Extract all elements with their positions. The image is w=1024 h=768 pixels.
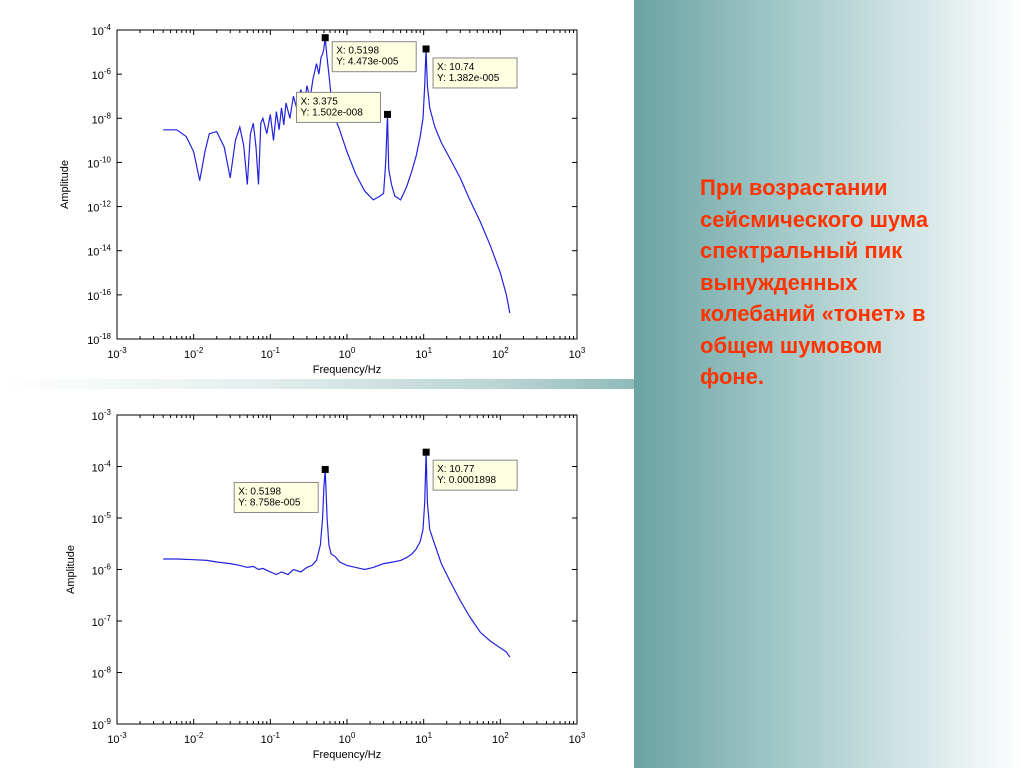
y-tick-label: 10-18 <box>87 332 111 347</box>
datatip-box <box>233 481 319 513</box>
caption-line: При возрастании <box>700 175 888 200</box>
datatip-text: X: 0.5198 <box>336 46 379 57</box>
datatip-marker <box>422 45 430 53</box>
x-tick-label: 10-2 <box>184 346 204 361</box>
datatip-marker <box>422 448 430 456</box>
spectrum-chart-top: 10-3 10-2 10-1 100 101 102 103 10-4 10-6 10-8 10-1… <box>59 23 586 376</box>
caption-line: общем шумовом <box>700 332 883 358</box>
spectrum-line <box>163 37 511 314</box>
y-tick-label: 10-6 <box>92 563 112 578</box>
x-tick-label: 10-2 <box>184 731 204 746</box>
spectrum-chart-bottom: 10-3 10-2 10-1 100 101 102 103 10-3 10-4 10-5 10-6… <box>65 408 586 761</box>
datatip-box <box>432 57 518 89</box>
datatip-text: Y: 1.382e-005 <box>437 73 500 84</box>
y-tick-label: 10-4 <box>92 23 112 38</box>
caption-line: фоне. <box>700 364 765 389</box>
spectrum-line <box>163 452 511 658</box>
datatip-marker <box>321 34 329 42</box>
y-tick-label: 10-3 <box>92 408 112 423</box>
y-tick-label: 10-8 <box>92 111 112 126</box>
datatip-text: Y: 0.0001898 <box>437 475 496 486</box>
y-tick-label: 10-10 <box>87 155 111 170</box>
y-tick-label: 10-7 <box>92 614 112 629</box>
datatip-text: Y: 8.758e-005 <box>238 497 301 508</box>
y-tick-label: 10-4 <box>92 460 112 475</box>
x-tick-label: 101 <box>415 346 432 361</box>
y-tick-label: 10-14 <box>87 244 111 259</box>
x-tick-label: 100 <box>339 346 356 361</box>
caption-line: спектральный пик <box>700 238 903 263</box>
caption-line: сейсмического шума <box>700 206 929 232</box>
y-tick-label: 10-9 <box>92 717 112 732</box>
right-gradient-panel <box>634 0 1024 768</box>
datatip-text: X: 0.5198 <box>238 486 281 497</box>
datatip-marker <box>384 110 392 118</box>
x-tick-label: 10-1 <box>261 346 281 361</box>
datatip-text: Y: 4.473e-005 <box>336 57 399 68</box>
caption-line: колебаний «тонет» в <box>700 301 926 326</box>
y-tick-label: 10-16 <box>87 288 111 303</box>
y-axis-label: Amplitude <box>59 160 71 209</box>
x-tick-label: 103 <box>569 731 586 746</box>
x-tick-label: 102 <box>492 346 509 361</box>
x-axis-label: Frequency/Hz <box>313 749 381 761</box>
x-tick-label: 101 <box>415 731 432 746</box>
y-tick-label: 10-12 <box>87 200 111 215</box>
datatip-box <box>331 41 417 73</box>
datatip-text: X: 10.74 <box>437 62 475 73</box>
y-axis-label: Amplitude <box>65 545 77 594</box>
x-tick-label: 103 <box>569 346 586 361</box>
datatip-box <box>296 91 382 123</box>
divider-band <box>0 379 634 389</box>
datatip-text: X: 10.77 <box>437 464 475 475</box>
slide-caption: При возрастании сейсмического шума спект… <box>700 172 1000 393</box>
x-tick-label: 10-3 <box>107 346 127 361</box>
y-tick-label: 10-8 <box>92 666 112 681</box>
x-tick-label: 10-3 <box>107 731 127 746</box>
datatip-marker <box>321 465 329 473</box>
x-tick-label: 100 <box>339 731 356 746</box>
datatip-text: X: 3.375 <box>301 96 339 107</box>
y-tick-label: 10-6 <box>92 67 112 82</box>
caption-line: вынужденных <box>700 269 858 295</box>
x-tick-label: 10-1 <box>261 731 281 746</box>
x-tick-label: 102 <box>492 731 509 746</box>
x-axis-label: Frequency/Hz <box>313 364 381 376</box>
datatip-text: Y: 1.502e-008 <box>301 107 364 118</box>
datatip-box <box>432 459 518 491</box>
y-tick-label: 10-5 <box>92 511 112 526</box>
